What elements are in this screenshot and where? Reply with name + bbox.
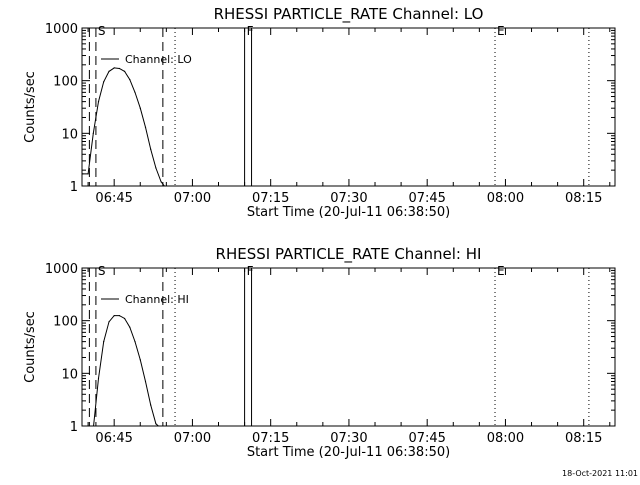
series-line (82, 67, 166, 186)
x-tick-label: 07:30 (330, 431, 367, 446)
event-marker-label: F (247, 24, 254, 38)
data-point (139, 359, 141, 361)
data-point (129, 326, 131, 328)
x-tick-label: 06:45 (95, 431, 132, 446)
x-tick-label: 07:45 (408, 431, 445, 446)
data-point (139, 107, 141, 109)
x-tick-label: 07:00 (174, 191, 211, 206)
data-point (97, 101, 100, 103)
data-point (118, 315, 120, 317)
data-point (134, 91, 136, 93)
x-tick-label: 08:15 (565, 431, 602, 446)
data-point (155, 167, 157, 169)
data-point (155, 423, 157, 425)
data-point (150, 404, 152, 406)
chart-title: RHESSI PARTICLE_RATE Channel: HI (216, 245, 482, 264)
data-point (124, 70, 126, 72)
data-point (150, 148, 152, 150)
y-axis-label: Counts/sec (23, 311, 38, 383)
data-point (144, 380, 147, 383)
event-marker-label: S (98, 264, 106, 278)
y-tick-label: 100 (53, 75, 78, 90)
event-marker-label: E (497, 264, 505, 278)
x-tick-label: 07:15 (252, 431, 289, 446)
chart-panel-2: RHESSI PARTICLE_RATE Channel: HI 1 10 100 10… (23, 245, 616, 460)
x-axis-label: Start Time (20-Jul-11 06:38:50) (247, 445, 450, 460)
data-point (118, 67, 120, 70)
data-point (144, 126, 147, 128)
x-tick-label: 08:00 (487, 191, 524, 206)
y-tick-label: 1000 (45, 22, 78, 37)
x-tick-label: 06:45 (95, 191, 132, 206)
data-point (113, 67, 115, 69)
legend-label: Channel: LO (125, 53, 192, 66)
legend-label: Channel: HI (125, 293, 189, 306)
y-tick-label: 10 (61, 127, 78, 142)
data-point (166, 188, 167, 189)
data-point (108, 321, 110, 323)
data-point (93, 428, 94, 429)
data-point (103, 341, 105, 343)
x-tick-label: 07:30 (330, 191, 367, 206)
data-point (97, 377, 100, 379)
chart-title: RHESSI PARTICLE_RATE Channel: LO (214, 5, 484, 24)
data-point (82, 173, 84, 175)
x-axis-label: Start Time (20-Jul-11 06:38:50) (247, 205, 450, 220)
x-tick-label: 07:45 (408, 191, 445, 206)
data-point (113, 315, 115, 317)
x-tick-label: 07:00 (174, 431, 211, 446)
data-point (103, 81, 105, 83)
data-point (92, 132, 94, 134)
footer-timestamp: 18-Oct-2021 11:01 (562, 469, 638, 478)
y-tick-label: 1 (70, 420, 78, 435)
y-tick-label: 10 (61, 367, 78, 382)
plot-frame (81, 267, 616, 427)
data-point (108, 70, 110, 72)
x-tick-label: 08:15 (565, 191, 602, 206)
event-marker-label: S (98, 24, 106, 38)
data-point (129, 79, 131, 81)
y-tick-label: 1000 (45, 262, 78, 277)
y-axis-label: Counts/sec (23, 71, 38, 143)
x-tick-label: 07:15 (252, 191, 289, 206)
data-point (134, 341, 136, 343)
data-point (160, 181, 162, 183)
event-marker-label: F (247, 264, 254, 278)
y-tick-label: 100 (53, 315, 78, 330)
event-marker-label: E (497, 24, 505, 38)
data-point (124, 317, 126, 320)
series-line (93, 315, 160, 426)
plot-frame (81, 27, 616, 187)
data-point (87, 173, 89, 175)
x-tick-label: 08:00 (487, 431, 524, 446)
y-tick-label: 1 (70, 180, 78, 195)
chart-panel-1: RHESSI PARTICLE_RATE Channel: LO 1 10 100 10… (23, 5, 616, 220)
data-point (161, 428, 162, 429)
